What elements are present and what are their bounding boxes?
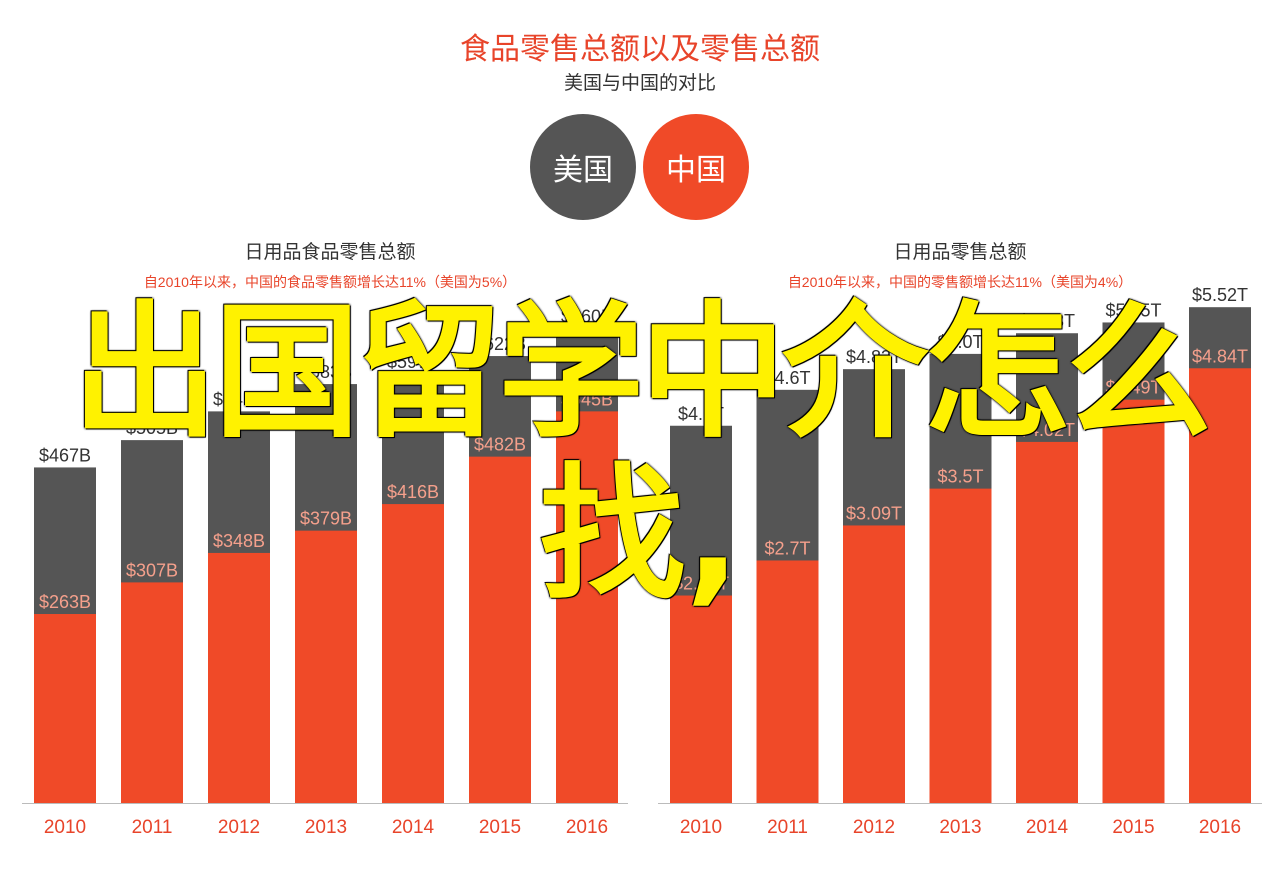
right-label-china-2015: $4.49T (1105, 378, 1161, 398)
left-label-us-2011: $505B (126, 418, 178, 438)
left-label-china-2016: $545B (561, 389, 613, 409)
right-label-us-2011: $4.6T (764, 368, 810, 388)
left-tick-2016: 2016 (566, 817, 608, 838)
page-subtitle: 美国与中国的对比 (563, 73, 716, 94)
left-label-china-2012: $348B (213, 531, 265, 551)
right-tick-2010: 2010 (680, 817, 722, 838)
left-label-us-2014: $597B (387, 352, 439, 372)
right-label-china-2014: $4.02T (1019, 420, 1075, 440)
right-tick-2011: 2011 (767, 817, 808, 838)
left-bar-china-2011 (121, 582, 183, 803)
right-tick-2016: 2016 (1199, 817, 1241, 838)
right-label-us-2014: $5.23T (1019, 311, 1075, 331)
left-label-china-2010: $263B (39, 592, 91, 612)
right-label-us-2013: $5.0T (937, 332, 983, 352)
right-label-us-2016: $5.52T (1192, 285, 1248, 305)
right-bar-china-2016 (1189, 368, 1251, 803)
chart-left-title: 日用品食品零售总额 (244, 242, 416, 263)
left-label-us-2012: $545B (213, 389, 265, 409)
chart-right-title: 日用品零售总额 (893, 242, 1027, 263)
overlay-text-line2: 找, (539, 450, 741, 620)
legend-us: 美国 (530, 114, 636, 220)
left-tick-2012: 2012 (218, 817, 260, 838)
right-bar-china-2012 (843, 525, 905, 803)
left-tick-2013: 2013 (305, 817, 347, 838)
left-bar-china-2016 (556, 411, 618, 803)
left-bar-china-2015 (469, 456, 531, 803)
left-label-us-2010: $467B (39, 445, 91, 465)
right-bar-china-2010 (670, 595, 732, 803)
right-label-china-2010: $2.31T (673, 574, 729, 594)
right-bar-china-2011 (756, 560, 819, 803)
left-label-us-2015: $622B (474, 334, 526, 354)
right-bar-china-2013 (929, 488, 992, 803)
right-label-china-2012: $3.09T (846, 503, 902, 523)
left-tick-2011: 2011 (132, 817, 173, 838)
left-tick-2010: 2010 (44, 817, 86, 838)
left-bar-china-2014 (382, 504, 444, 803)
right-tick-2015: 2015 (1112, 817, 1154, 838)
left-tick-2014: 2014 (392, 817, 435, 838)
right-label-us-2012: $4.83T (846, 347, 902, 367)
left-label-china-2011: $307B (126, 560, 178, 580)
right-tick-2014: 2014 (1026, 817, 1069, 838)
legend-china-label: 中国 (666, 154, 726, 187)
right-label-china-2011: $2.7T (764, 538, 810, 558)
overlay-text-line1: 出国留学中介怎么 (72, 288, 1212, 458)
right-tick-2012: 2012 (853, 817, 895, 838)
left-label-china-2014: $416B (387, 482, 439, 502)
right-label-china-2013: $3.5T (937, 467, 983, 487)
left-label-us-2013: $583B (300, 362, 352, 382)
right-label-us-2015: $5.35T (1105, 300, 1161, 320)
left-label-china-2013: $379B (300, 509, 352, 529)
left-label-us-2016: $660B (561, 307, 613, 327)
chart-right-note: 自2010年以来，中国的零售额增长达11%（美国为4%） (787, 274, 1133, 290)
chart-left-note: 自2010年以来，中国的食品零售额增长达11%（美国为5%） (143, 274, 517, 290)
legend-us-label: 美国 (553, 154, 613, 187)
left-bar-china-2012 (208, 552, 270, 803)
right-bar-china-2014 (1016, 441, 1078, 803)
right-label-us-2010: $4.2T (678, 404, 724, 424)
left-bar-china-2013 (295, 530, 357, 803)
left-tick-2015: 2015 (479, 817, 521, 838)
right-bar-china-2015 (1102, 399, 1165, 803)
right-label-china-2016: $4.84T (1192, 346, 1248, 366)
legend-china: 中国 (643, 114, 749, 220)
page-title: 食品零售总额以及零售总额 (460, 33, 820, 66)
left-bar-china-2010 (34, 614, 96, 803)
left-label-china-2015: $482B (474, 435, 526, 455)
right-tick-2013: 2013 (939, 817, 981, 838)
